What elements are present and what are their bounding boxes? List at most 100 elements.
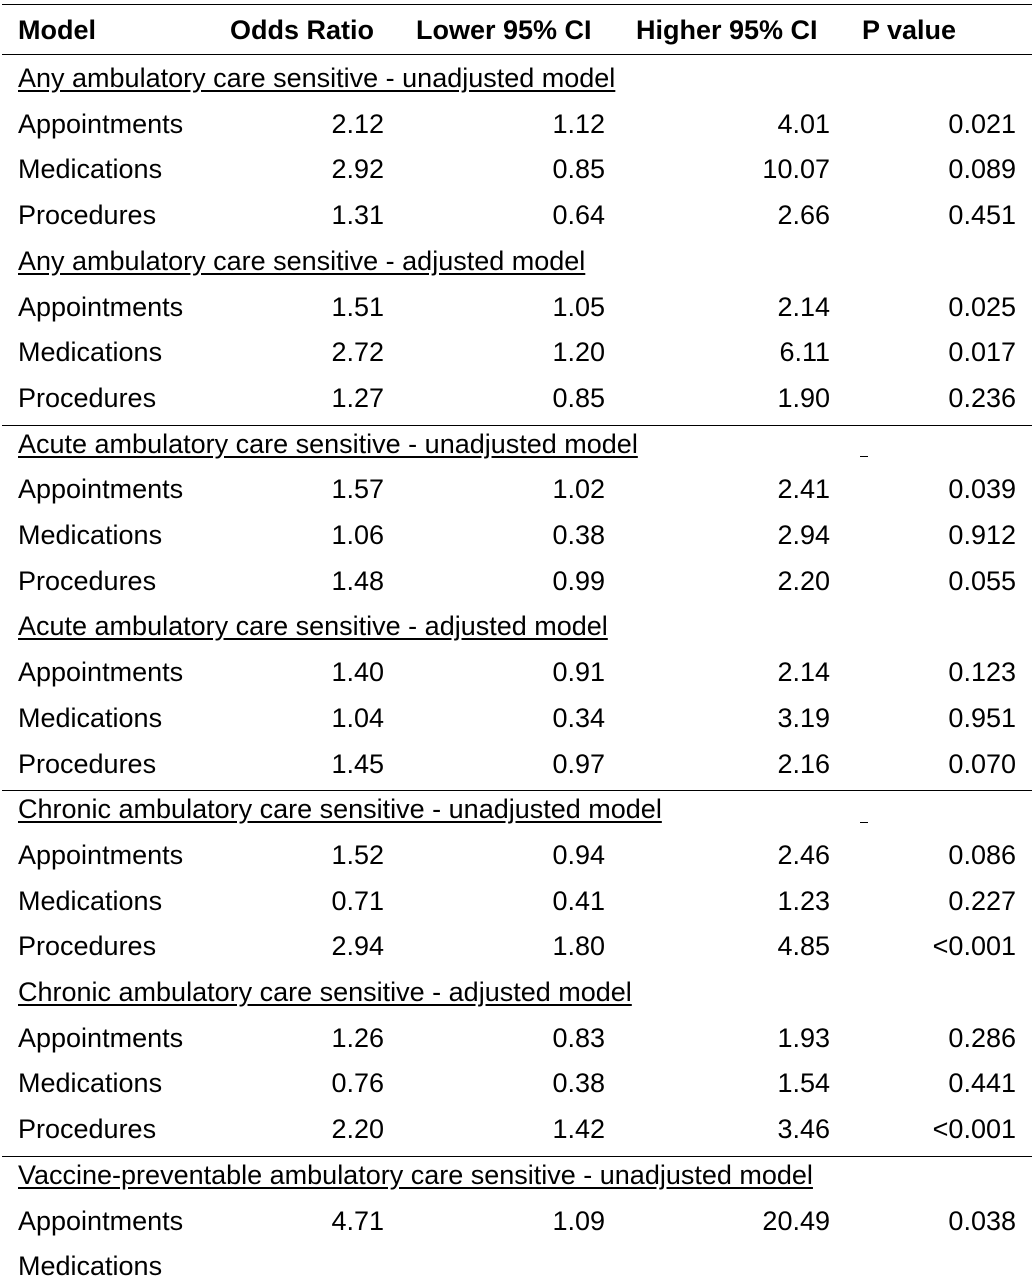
cell-higher-ci: 2.46 [777,839,830,870]
header-rule [2,54,1032,55]
table-row: Procedures 1.27 0.85 1.90 0.236 [0,378,1034,418]
cell-odds-ratio: 1.51 [331,291,384,322]
cell-p-value: 0.912 [948,520,1016,550]
cell-model: Appointments [18,291,184,322]
cell-odds-ratio: 2.72 [331,337,384,368]
cell-p-value: 0.451 [948,200,1016,231]
cell-higher-ci: 2.16 [777,748,830,779]
table-row: Procedures 2.20 1.42 3.46 <0.001 [0,1109,1034,1149]
cell-odds-ratio: 4.71 [331,1205,384,1236]
table-row: Medications 1.04 0.34 3.19 0.951 [0,698,1034,738]
header-higher-ci: Higher 95% CI [636,15,818,45]
header-p-value: P value [862,15,957,45]
cell-p-value: 0.089 [948,154,1016,185]
section-title: Acute ambulatory care sensitive - unadju… [0,424,1034,464]
cell-model: Procedures [18,200,157,231]
cell-p-value: 0.441 [948,1068,1016,1099]
cell-p-value: 0.017 [948,337,1016,368]
cell-p-value: 0.286 [948,1022,1016,1053]
section-title-text: Acute ambulatory care sensitive - unadju… [18,428,638,459]
cell-higher-ci: 1.90 [777,382,830,413]
header-lower-ci: Lower 95% CI [416,15,592,45]
table-row: Procedures 1.48 0.99 2.20 0.055 [0,561,1034,601]
cell-lower-ci: 1.09 [552,1205,605,1236]
cell-higher-ci: 20.49 [762,1205,830,1236]
cell-odds-ratio: 1.45 [331,748,384,779]
cell-higher-ci: 1.23 [777,885,830,916]
cell-model: Medications [18,154,163,185]
table-row: Medications 0.71 0.41 1.23 0.227 [0,881,1034,921]
cell-model: Procedures [18,1114,157,1145]
table-row: Appointments 1.40 0.91 2.14 0.123 [0,652,1034,692]
cell-odds-ratio: 1.52 [331,839,384,870]
cell-odds-ratio: 0.71 [331,885,384,916]
cell-higher-ci: 10.07 [762,154,830,185]
header-model: Model [18,15,96,45]
cell-higher-ci: 4.01 [777,108,830,139]
stray-dash-mark [860,822,868,823]
cell-p-value: 0.038 [948,1205,1016,1236]
cell-lower-ci: 0.34 [552,702,605,733]
cell-model: Medications [18,520,163,550]
table-row: Medications [0,1246,1034,1286]
section-title: Chronic ambulatory care sensitive - unad… [0,789,1034,829]
section-divider [2,424,1032,426]
table-row: Appointments 4.71 1.09 20.49 0.038 [0,1201,1034,1241]
section-title-text: Any ambulatory care sensitive - unadjust… [18,63,616,93]
cell-model: Appointments [18,839,184,870]
section-title: Vaccine-preventable ambulatory care sens… [0,1155,1034,1195]
cell-odds-ratio: 1.26 [331,1022,384,1053]
table-row: Appointments 1.26 0.83 1.93 0.286 [0,1018,1034,1058]
cell-p-value: 0.070 [948,748,1016,779]
cell-higher-ci: 2.14 [777,657,830,688]
table-row: Appointments 2.12 1.12 4.01 0.021 [0,104,1034,144]
cell-odds-ratio: 2.20 [331,1114,384,1145]
cell-higher-ci: 4.85 [777,931,830,962]
cell-odds-ratio: 1.04 [331,702,384,733]
section-title: Chronic ambulatory care sensitive - adju… [0,972,1034,1012]
cell-model: Procedures [18,748,157,779]
cell-higher-ci: 3.19 [777,702,830,733]
cell-model: Procedures [18,565,157,596]
cell-lower-ci: 0.38 [552,520,605,550]
cell-lower-ci: 0.83 [552,1022,605,1053]
table-row: Appointments 1.57 1.02 2.41 0.039 [0,469,1034,509]
table-row: Medications 1.06 0.38 2.94 0.912 [0,515,1034,555]
cell-model: Appointments [18,1022,184,1053]
cell-model: Appointments [18,474,184,505]
section-divider [2,1155,1032,1157]
table-row: Procedures 2.94 1.80 4.85 <0.001 [0,926,1034,966]
cell-model: Appointments [18,657,184,688]
cell-odds-ratio: 2.92 [331,154,384,185]
cell-odds-ratio: 1.57 [331,474,384,505]
cell-higher-ci: 2.20 [777,565,830,596]
stray-dash-mark [860,456,868,457]
table-row: Medications 2.72 1.20 6.11 0.017 [0,332,1034,372]
section-title-text: Acute ambulatory care sensitive - adjust… [18,611,608,642]
cell-p-value: 0.086 [948,839,1016,870]
cell-lower-ci: 1.20 [552,337,605,368]
cell-higher-ci: 2.94 [777,520,830,550]
cell-p-value: 0.039 [948,474,1016,505]
cell-model: Medications [18,1068,163,1099]
cell-p-value: 0.025 [948,291,1016,322]
cell-lower-ci: 0.64 [552,200,605,231]
cell-lower-ci: 1.80 [552,931,605,962]
cell-p-value: <0.001 [932,1114,1016,1145]
cell-higher-ci: 1.93 [777,1022,830,1053]
cell-odds-ratio: 0.76 [331,1068,384,1099]
table-row: Medications 0.76 0.38 1.54 0.441 [0,1063,1034,1103]
cell-lower-ci: 0.99 [552,565,605,596]
cell-p-value: 0.055 [948,565,1016,596]
cell-higher-ci: 3.46 [777,1114,830,1145]
table-row: Appointments 1.51 1.05 2.14 0.025 [0,287,1034,327]
top-rule [2,4,1032,5]
cell-p-value: 0.951 [948,702,1016,733]
cell-lower-ci: 1.05 [552,291,605,322]
cell-model: Appointments [18,108,184,139]
cell-model: Medications [18,702,163,733]
section-title-text: Chronic ambulatory care sensitive - adju… [18,977,632,1007]
cell-p-value: 0.227 [948,885,1016,916]
cell-lower-ci: 0.91 [552,657,605,688]
header-odds-ratio: Odds Ratio [230,15,375,45]
